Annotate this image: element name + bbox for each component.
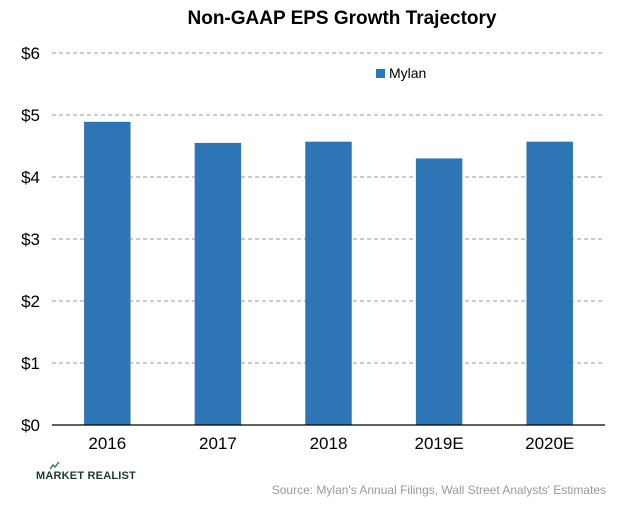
y-tick-label: $5 bbox=[21, 106, 40, 125]
bar-2019e bbox=[415, 158, 463, 425]
y-tick-label: $1 bbox=[21, 354, 40, 373]
bar-2018 bbox=[305, 141, 352, 425]
x-tick-label: 2020E bbox=[525, 434, 574, 453]
chart-title: Non-GAAP EPS Growth Trajectory bbox=[188, 8, 497, 29]
bar-2017 bbox=[194, 142, 242, 425]
market-realist-logo: MARKET REALIST bbox=[36, 470, 136, 482]
bars bbox=[84, 121, 573, 425]
x-tick-label: 2019E bbox=[415, 434, 464, 453]
source-note: Source: Mylan's Annual Filings, Wall Str… bbox=[271, 483, 606, 497]
market-realist-logo-icon bbox=[50, 462, 60, 470]
bar-2016 bbox=[84, 121, 131, 425]
y-tick-label: $4 bbox=[21, 168, 40, 187]
y-tick-label: $2 bbox=[21, 292, 40, 311]
y-tick-label: $0 bbox=[21, 416, 40, 435]
y-tick-label: $6 bbox=[21, 44, 40, 63]
x-tick-label: 2016 bbox=[88, 434, 126, 453]
legend-label-mylan: Mylan bbox=[389, 65, 426, 81]
x-tick-label: 2018 bbox=[310, 434, 348, 453]
x-tick-label: 2017 bbox=[199, 434, 237, 453]
x-axis-ticks: 2016 2017 2018 2019E 2020E bbox=[88, 434, 574, 453]
y-tick-label: $3 bbox=[21, 230, 40, 249]
bar-2020e bbox=[526, 141, 573, 425]
y-axis-ticks: $0 $1 $2 $3 $4 $5 $6 bbox=[21, 44, 40, 435]
legend-swatch-mylan bbox=[376, 69, 385, 78]
legend: Mylan bbox=[376, 65, 426, 81]
